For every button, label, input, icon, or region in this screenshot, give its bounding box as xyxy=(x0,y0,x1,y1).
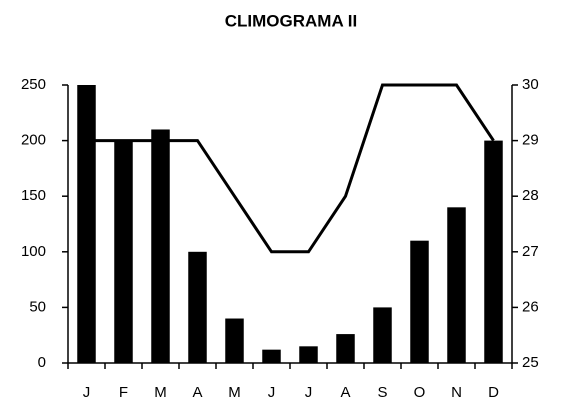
y-tick-label: 150 xyxy=(21,187,46,204)
y-tick-label: 200 xyxy=(21,132,46,149)
y-tick-label: 50 xyxy=(29,298,46,315)
bar xyxy=(447,207,466,363)
x-tick-label: M xyxy=(228,384,241,401)
bar xyxy=(336,334,355,363)
x-tick-label: A xyxy=(340,384,350,401)
x-tick-label: A xyxy=(192,384,202,401)
bar xyxy=(151,129,170,363)
x-tick-label: M xyxy=(154,384,167,401)
x-tick-label: D xyxy=(488,384,499,401)
bar xyxy=(77,85,96,363)
x-tick-label: J xyxy=(268,384,276,401)
y2-tick-label: 25 xyxy=(522,354,539,371)
bar xyxy=(410,240,429,363)
y2-tick-label: 29 xyxy=(522,132,539,149)
x-tick-label: J xyxy=(83,384,91,401)
bar xyxy=(114,140,133,363)
bar xyxy=(262,349,281,363)
chart-title: CLIMOGRAMA II xyxy=(225,11,358,30)
bar xyxy=(484,140,503,363)
y-tick-label: 250 xyxy=(21,76,46,93)
x-tick-label: O xyxy=(414,384,426,401)
y2-tick-label: 30 xyxy=(522,76,539,93)
y-tick-label: 100 xyxy=(21,243,46,260)
bar xyxy=(225,318,244,363)
x-tick-label: N xyxy=(451,384,462,401)
bar xyxy=(373,307,392,363)
y2-tick-label: 27 xyxy=(522,243,539,260)
y2-tick-label: 26 xyxy=(522,298,539,315)
bar xyxy=(188,251,207,363)
y2-tick-label: 28 xyxy=(522,187,539,204)
y-tick-label: 0 xyxy=(38,354,46,371)
x-tick-label: J xyxy=(305,384,313,401)
bar xyxy=(299,346,318,363)
line xyxy=(86,83,495,254)
x-tick-label: F xyxy=(119,384,128,401)
x-tick-label: S xyxy=(377,384,387,401)
